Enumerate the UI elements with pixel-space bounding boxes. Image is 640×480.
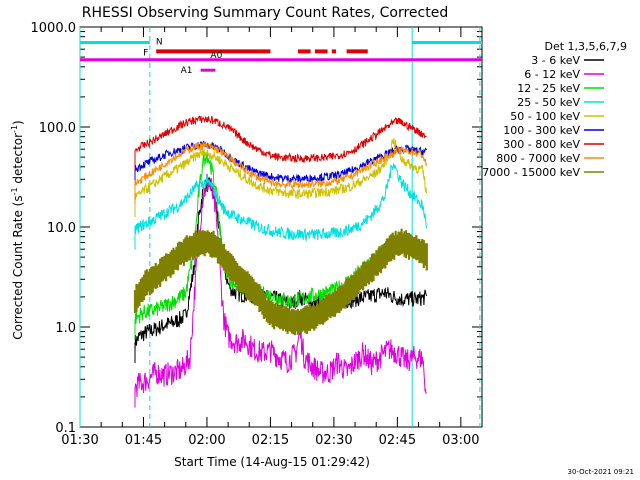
- series-line: [134, 176, 427, 363]
- series-line: [134, 115, 427, 172]
- x-tick-label: 02:30: [315, 433, 352, 448]
- y-tick-label: 0.1: [55, 421, 76, 436]
- legend-entry-label: 50 - 100 keV: [510, 110, 580, 123]
- data-series: [133, 115, 428, 408]
- series-line: [133, 228, 428, 336]
- y-tick-label: 1000.0: [31, 21, 77, 36]
- y-axis-label-sup2: -1: [10, 125, 19, 133]
- x-tick-label: 01:45: [125, 433, 162, 448]
- x-tick-label: 02:15: [252, 433, 289, 448]
- x-axis: 01:30 01:45 02:00 02:15 02:30 02:45 03:00: [61, 27, 483, 448]
- y-axis-label-end: ): [11, 120, 25, 125]
- legend-entry-label: 300 - 800 keV: [503, 138, 580, 151]
- status-label-a1: A1: [181, 66, 193, 76]
- y-tick-label: 1.0: [55, 321, 76, 336]
- status-label-n: N: [156, 37, 163, 47]
- x-tick-label: 01:30: [61, 433, 98, 448]
- y-axis-label: Corrected Count Rate (s-1 detector-1): [10, 120, 25, 339]
- legend-entry-label: 100 - 300 keV: [503, 124, 580, 137]
- y-axis-label-main: Corrected Count Rate (s: [11, 195, 25, 339]
- x-axis-label: Start Time (14-Aug-15 01:29:42): [174, 455, 370, 469]
- y-axis-label-sup1: -1: [10, 187, 19, 195]
- legend-entry-label: 7000 - 15000 keV: [482, 166, 580, 179]
- x-tick-label: 03:00: [442, 433, 479, 448]
- y-tick-label: 100.0: [39, 121, 76, 136]
- series-line: [134, 140, 427, 205]
- legend-entry-label: 25 - 50 keV: [517, 96, 580, 109]
- series-line: [134, 163, 427, 250]
- y-axis-label-mid: detector: [11, 133, 25, 188]
- status-bars: NF A1 A0: [80, 37, 482, 76]
- legend-entry-label: 12 - 25 keV: [517, 82, 580, 95]
- y-tick-label: 10.0: [47, 221, 76, 236]
- y-axis: 0.1 1.0 10.0 100.0 1000.0: [31, 21, 482, 436]
- legend-entry-label: 6 - 12 keV: [524, 68, 580, 81]
- series-line: [134, 173, 427, 408]
- chart-title: RHESSI Observing Summary Count Rates, Co…: [82, 5, 448, 21]
- legend-entry-label: 800 - 7000 keV: [496, 152, 580, 165]
- legend-entry-label: 3 - 6 keV: [531, 54, 580, 67]
- x-tick-label: 02:45: [379, 433, 416, 448]
- series-line: [134, 140, 427, 190]
- series-line: [134, 138, 427, 218]
- x-tick-label: 02:00: [188, 433, 225, 448]
- legend-title: Det 1,3,5,6,7,9: [544, 40, 627, 53]
- status-label-f: F: [143, 48, 148, 58]
- footer-timestamp: 30-Oct-2021 09:21: [568, 468, 634, 476]
- status-label-a0: A0: [210, 51, 222, 61]
